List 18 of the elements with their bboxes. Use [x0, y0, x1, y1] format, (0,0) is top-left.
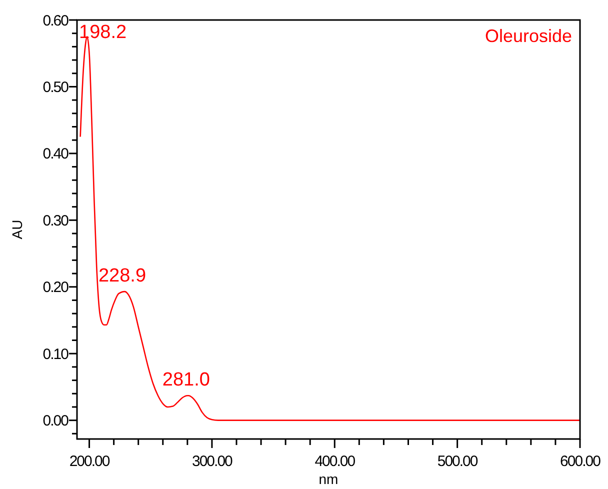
x-tick-label: 300.00 — [192, 453, 233, 470]
y-tick-label: 0.00 — [42, 412, 69, 430]
y-tick-label: 0.50 — [42, 78, 69, 96]
annotation: 198.2 — [79, 22, 127, 43]
y-tick-label: 0.40 — [42, 146, 69, 163]
x-tick-label: 200.00 — [69, 453, 110, 470]
y-tick-label: 0.30 — [42, 212, 69, 230]
x-tick-label: 600.00 — [560, 453, 601, 470]
annotation: 228.9 — [98, 266, 146, 287]
annotation: 281.0 — [162, 370, 210, 391]
text: Oleuroside — [484, 26, 572, 46]
y-tick-label: 0.20 — [42, 279, 69, 296]
x-axis-title: nm — [318, 471, 338, 487]
y-tick-label: 0.60 — [42, 12, 69, 30]
y-axis-title: AU — [9, 220, 25, 240]
x-tick-label: 400.00 — [314, 453, 356, 470]
x-tick-label: 500.00 — [437, 453, 478, 470]
y-tick-label: 0.10 — [42, 346, 69, 363]
